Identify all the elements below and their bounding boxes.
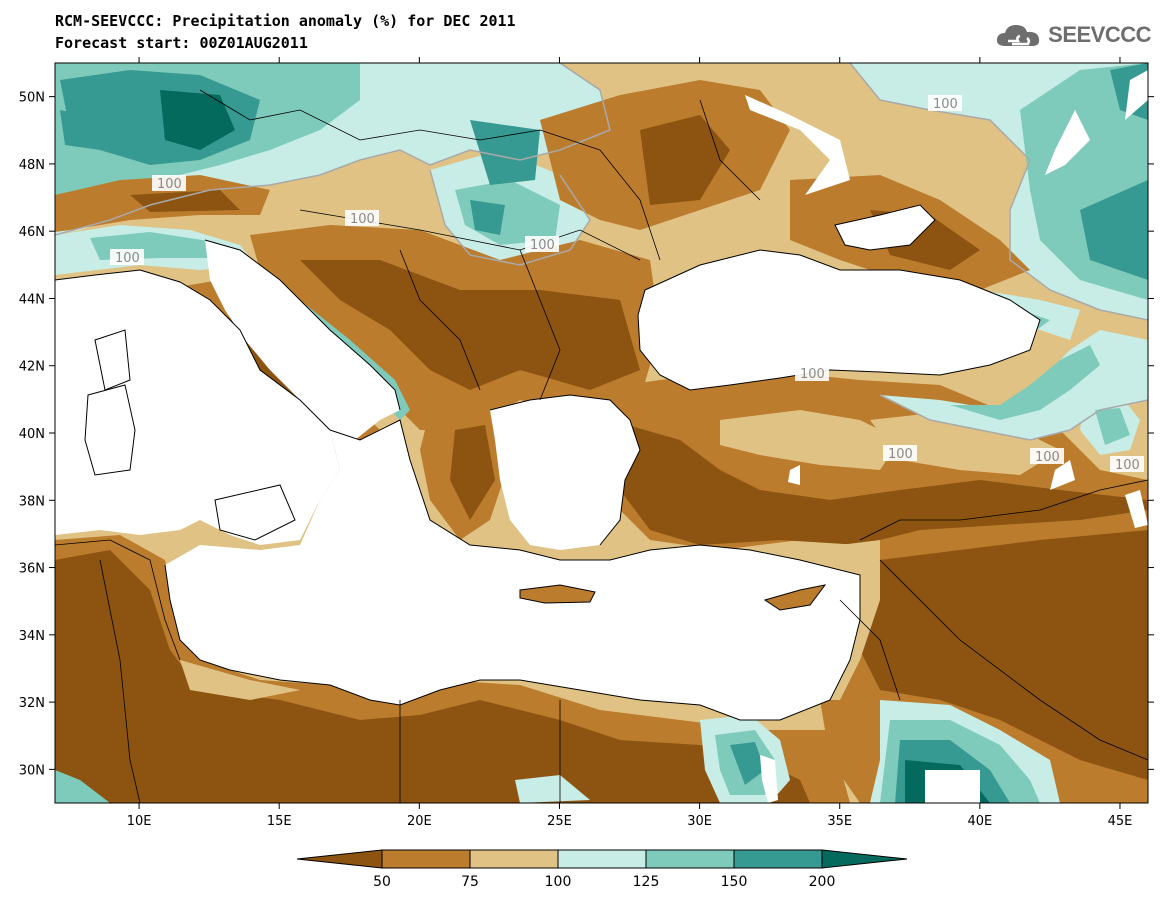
colorbar-segment [469,849,559,869]
lon-tick-label: 20E [407,814,432,829]
seevccc-logo: SEEVCCC [994,20,1151,50]
lat-tick-label: 36N [19,562,45,577]
contour-label: 100 [800,367,825,382]
colorbar-label: 200 [809,874,836,890]
anomaly-field: 100 100 100 100 100 100 100 100 100 [55,63,1148,803]
forecast-start: Forecast start: 00Z01AUG2011 [55,34,308,52]
lat-tick-label: 34N [19,629,45,644]
colorbar-segment [381,849,471,869]
lon-tick-label: 15E [267,814,292,829]
coastlines [55,204,1041,721]
colorbar-label: 50 [373,874,391,890]
lon-tick-label: 30E [687,814,712,829]
colorbar-segment [645,849,735,869]
lat-tick-label: 50N [19,91,45,106]
lat-tick-label: 44N [19,292,45,307]
lat-tick-label: 46N [19,225,45,240]
lat-tick-label: 48N [19,158,45,173]
lon-tick-label: 10E [127,814,152,829]
colorbar-low-arrow [296,849,383,869]
latitude-axis: 50N 48N 46N 44N 42N 40N 38N 36N 34N 32N 30N [19,91,1154,778]
colorbar-high-arrow [821,849,908,869]
lat-tick-label: 38N [19,494,45,509]
contour-label: 100 [530,238,555,253]
lat-tick-label: 30N [19,763,45,778]
lat-tick-label: 32N [19,696,45,711]
contour-label: 100 [1115,458,1140,473]
contour-labels: 100 100 100 100 100 100 100 100 100 [110,95,1144,473]
colorbar-segment [733,849,823,869]
chart-title: RCM-SEEVCCC: Precipitation anomaly (%) f… [55,12,516,30]
cloud-icon [997,25,1040,46]
colorbar-label: 75 [461,874,479,890]
contour-label: 100 [1035,450,1060,465]
contour-100-lines [55,63,1148,441]
lon-tick-label: 35E [827,814,852,829]
lat-tick-label: 40N [19,427,45,442]
country-borders [55,89,1148,803]
contour-label: 100 [350,212,375,227]
colorbar-segment [557,849,647,869]
colorbar: 50 75 100 125 150 200 [296,849,908,890]
longitude-axis: 10E 15E 20E 25E 30E 35E 40E 45E [127,57,1133,829]
colorbar-label: 150 [721,874,748,890]
colorbar-label: 125 [633,874,660,890]
contour-label: 100 [157,177,182,192]
contour-label: 100 [933,97,958,112]
contour-label: 100 [115,251,140,266]
lon-tick-label: 45E [1108,814,1133,829]
colorbar-label: 100 [545,874,572,890]
lon-tick-label: 40E [967,814,992,829]
lon-tick-label: 25E [547,814,572,829]
lat-tick-label: 42N [19,360,45,375]
contour-label: 100 [888,447,913,462]
logo-text: SEEVCCC [1048,22,1151,47]
